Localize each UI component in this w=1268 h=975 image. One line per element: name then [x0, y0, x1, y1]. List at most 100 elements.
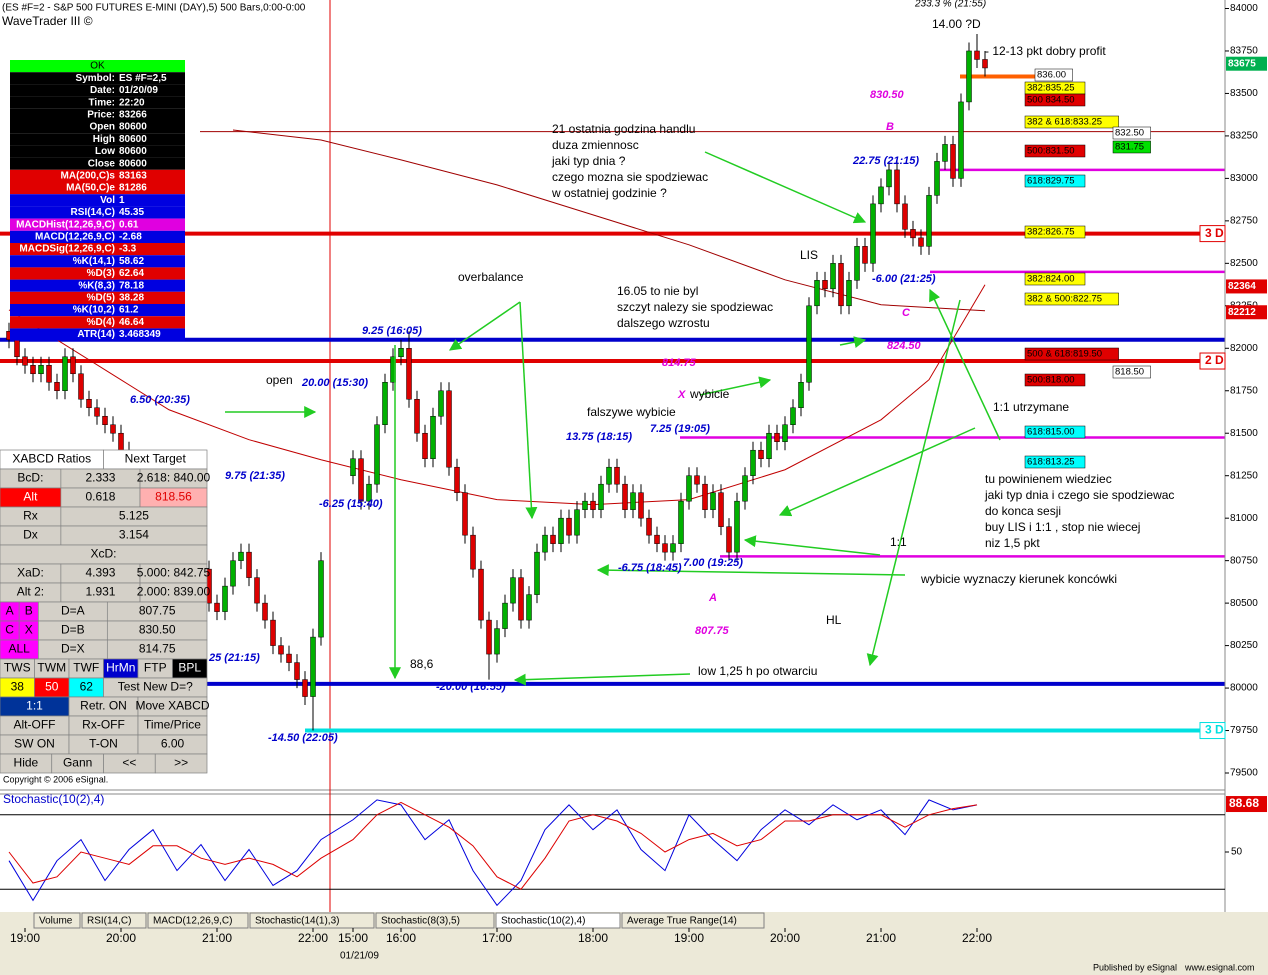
- annotation: 830.50: [870, 89, 905, 101]
- info-row-bg: [10, 255, 185, 268]
- y-tick-label: 81250: [1230, 470, 1258, 481]
- candle-body: [518, 577, 524, 621]
- stochastic-line: [8, 799, 978, 907]
- info-value: 0.61: [119, 219, 139, 230]
- y-tick-label: 79750: [1230, 725, 1258, 736]
- fib-box-bg: [1024, 373, 1086, 387]
- annotation: 25 (21:15): [208, 652, 260, 664]
- fib-box-label: 500:831.50: [1027, 146, 1075, 157]
- candle-body: [118, 432, 124, 451]
- candle-body: [710, 492, 716, 510]
- fib-box-label: 382 & 618:833.25: [1027, 117, 1102, 128]
- fib-box-label: 836.00: [1037, 70, 1066, 81]
- xabcd-label: Alt: [23, 490, 38, 504]
- price-marker: 82364: [1228, 281, 1256, 292]
- candle-body: [662, 543, 668, 553]
- x-tick-label: 21:00: [866, 931, 896, 945]
- fib-box-bg: [1112, 365, 1151, 379]
- tab[interactable]: [621, 912, 765, 929]
- candle-body: [110, 424, 116, 434]
- annotation: wybicie: [689, 387, 730, 401]
- candle-body: [494, 628, 500, 655]
- publisher: Published by eSignal: [1093, 962, 1177, 972]
- candle-body: [742, 475, 748, 502]
- annotation: 88,6: [410, 657, 434, 671]
- xabcd-label: HrMn: [106, 661, 135, 675]
- candle-body: [414, 398, 420, 434]
- candle-body: [942, 144, 948, 162]
- tab-label[interactable]: Stochastic(10(2),4): [501, 916, 585, 927]
- tab[interactable]: [147, 912, 249, 929]
- tab[interactable]: [375, 912, 495, 929]
- candle-body: [670, 543, 676, 553]
- candle-body: [630, 492, 636, 510]
- fib-box-bg: [1024, 144, 1086, 158]
- price-marker-bg: [1226, 796, 1267, 813]
- tab-label[interactable]: RSI(14,C): [87, 916, 131, 927]
- fib-box-label: 500:818.00: [1027, 375, 1075, 386]
- tab-label[interactable]: Stochastic(8(3),5): [381, 916, 460, 927]
- info-row-bg: [10, 304, 185, 317]
- xabcd-label: Alt-OFF: [14, 718, 56, 732]
- xabcd-label: XcD:: [90, 547, 116, 561]
- fib-box-bg: [1112, 140, 1151, 154]
- candle-body: [766, 432, 772, 459]
- candle-body: [590, 500, 596, 510]
- xabcd-label: Test New D=?: [118, 680, 193, 694]
- candle-body: [598, 483, 604, 510]
- candle-body: [38, 365, 44, 375]
- annotation: duza zmiennosc: [552, 138, 639, 152]
- candle-body: [910, 229, 916, 239]
- y-tick-label: 50: [1231, 847, 1243, 858]
- tab[interactable]: [81, 912, 147, 929]
- xabcd-label: Rx: [23, 509, 38, 523]
- candle-body: [358, 458, 364, 502]
- candle-body: [510, 577, 516, 604]
- candle-body: [102, 415, 108, 425]
- y-tick-label: 81750: [1230, 385, 1258, 396]
- tab[interactable]: [495, 912, 621, 929]
- info-value: 46.64: [119, 317, 144, 328]
- y-tick-label: 80250: [1230, 640, 1258, 651]
- info-row-bg: [10, 121, 185, 134]
- xabcd-label: Move XABCD: [135, 699, 209, 713]
- candle-body: [638, 492, 644, 519]
- price-marker: 83675: [1228, 58, 1256, 69]
- xabcd-label: 807.75: [139, 604, 176, 618]
- annotation: 6.50 (20:35): [130, 394, 190, 406]
- info-row-bg: [10, 108, 185, 121]
- tab-label[interactable]: Average True Range(14): [627, 916, 737, 927]
- x-tick-label: 21:00: [202, 931, 232, 945]
- info-label: Low: [95, 146, 115, 157]
- annotation: C: [902, 307, 911, 319]
- candle-body: [846, 280, 852, 307]
- info-value: 62.64: [119, 268, 144, 279]
- candle-body: [502, 602, 508, 629]
- tab-label[interactable]: Stochastic(14(1),3): [255, 916, 339, 927]
- x-tick-label: 22:00: [298, 931, 328, 945]
- candle-body: [806, 305, 812, 383]
- fib-box-label: 500 & 618:819.50: [1027, 349, 1102, 360]
- candle-body: [374, 424, 380, 485]
- tab[interactable]: [249, 912, 375, 929]
- xabcd-label: >>: [174, 756, 188, 770]
- annotation: 20.00 (15:30): [301, 377, 368, 389]
- y-tick-label: 83250: [1230, 131, 1258, 142]
- xabcd-label: 1.931: [85, 585, 115, 599]
- fib-box-label: 500 834.50: [1027, 95, 1075, 106]
- candle-body: [958, 101, 964, 179]
- fib-box-label: 382:824.00: [1027, 274, 1075, 285]
- candle-body: [62, 356, 68, 392]
- candle-body: [22, 356, 28, 366]
- xabcd-label: 814.75: [139, 642, 176, 656]
- annotation: 824.50: [887, 340, 922, 352]
- arrow: [704, 151, 867, 224]
- candle-body: [950, 144, 956, 179]
- tab[interactable]: [33, 912, 81, 929]
- annotation: -20.00 (16:55): [436, 681, 506, 693]
- annotation: X: [677, 389, 686, 401]
- tab-label[interactable]: Volume: [39, 916, 73, 927]
- tab-label[interactable]: MACD(12,26,9,C): [153, 916, 232, 927]
- info-value: 58.62: [119, 256, 144, 267]
- annotation: szczyt nalezy sie spodziewac: [617, 300, 773, 314]
